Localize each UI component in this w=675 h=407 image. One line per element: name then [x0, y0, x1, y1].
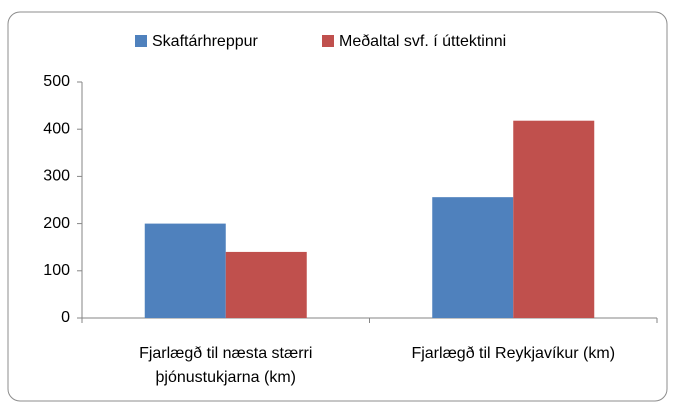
y-tick-label: 0 [61, 309, 70, 326]
y-tick-label: 500 [43, 73, 70, 90]
bar [432, 197, 514, 318]
legend-swatch [322, 35, 334, 47]
y-tick-label: 100 [43, 262, 70, 279]
legend-label: Meðaltal svf. í úttektinni [339, 33, 506, 50]
legend-swatch [135, 35, 147, 47]
x-tick-label: Fjarlægð til Reykjavíkur (km) [411, 345, 616, 362]
bar [144, 223, 226, 318]
bar [225, 251, 307, 318]
y-tick-label: 300 [43, 168, 70, 185]
x-tick-label: Fjarlægð til næsta stærri þjónustukjarna… [139, 345, 313, 386]
y-tick-label: 400 [43, 120, 70, 137]
legend-label: Skaftárhreppur [152, 33, 259, 50]
bar [513, 120, 595, 318]
y-tick-label: 200 [43, 215, 70, 232]
